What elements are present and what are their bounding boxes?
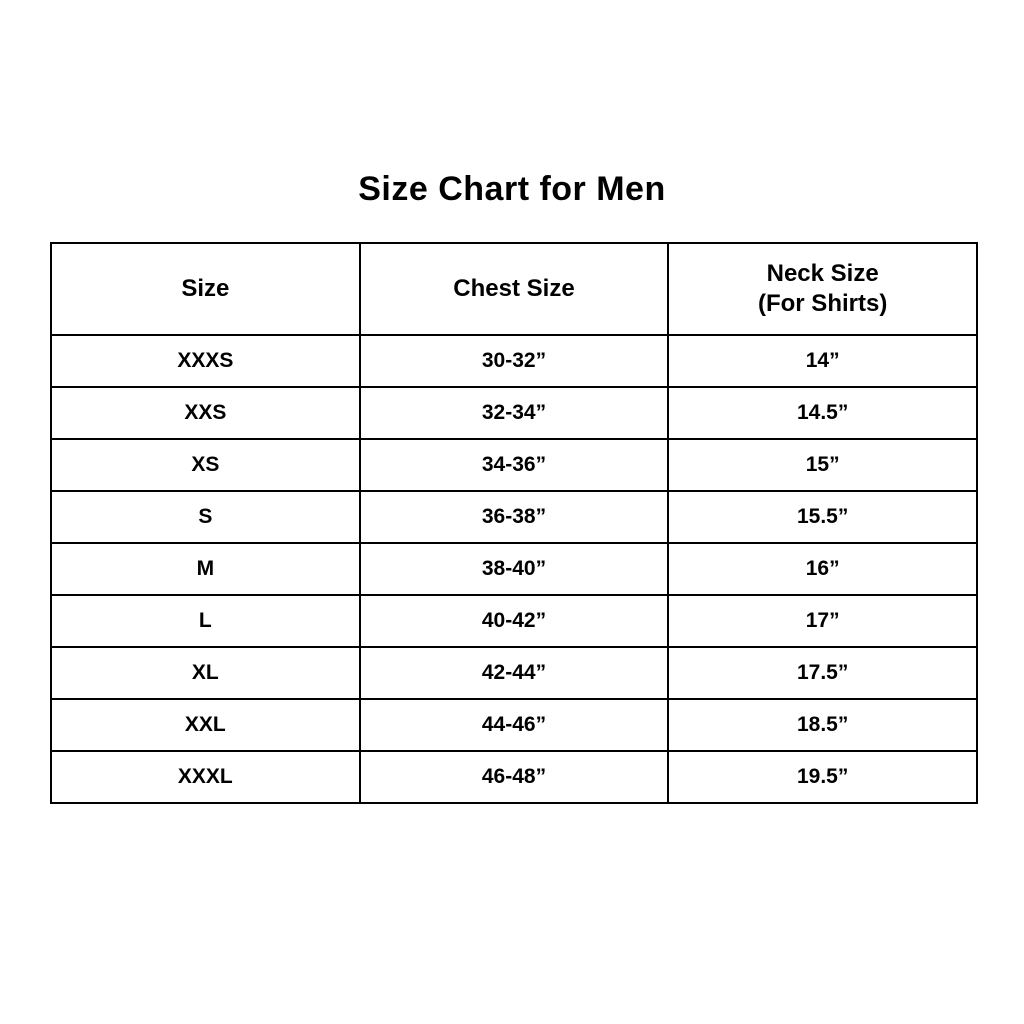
table-row: XS 34-36” 15” [50,438,978,492]
table-header: Size Chest Size Neck Size (For Shirts) [50,242,978,336]
table-row: XXL 44-46” 18.5” [50,698,978,752]
cell-size: L [50,594,361,648]
cell-chest: 42-44” [358,646,670,700]
cell-neck: 16” [667,542,978,596]
column-header-neck-size: Neck Size (For Shirts) [667,242,978,336]
cell-chest: 36-38” [358,490,670,544]
table-body: XXXS 30-32” 14” XXS 32-34” 14.5” XS 34-3… [50,334,978,804]
cell-size: XXS [50,386,361,440]
table-row: XXXL 46-48” 19.5” [50,750,978,804]
column-header-chest-size: Chest Size [358,242,670,336]
cell-neck: 18.5” [667,698,978,752]
cell-neck: 15” [667,438,978,492]
cell-chest: 32-34” [358,386,670,440]
cell-chest: 46-48” [358,750,670,804]
cell-neck: 17.5” [667,646,978,700]
cell-size: XXXL [50,750,361,804]
page-title: Size Chart for Men [358,170,666,208]
cell-size: XL [50,646,361,700]
table-row: L 40-42” 17” [50,594,978,648]
table-row: M 38-40” 16” [50,542,978,596]
cell-neck: 14” [667,334,978,388]
cell-neck: 15.5” [667,490,978,544]
header-row: Size Chest Size Neck Size (For Shirts) [50,242,978,336]
table-row: S 36-38” 15.5” [50,490,978,544]
cell-chest: 40-42” [358,594,670,648]
cell-size: XXXS [50,334,361,388]
cell-size: S [50,490,361,544]
cell-neck: 14.5” [667,386,978,440]
cell-neck: 19.5” [667,750,978,804]
size-table: Size Chest Size Neck Size (For Shirts) X… [50,242,978,804]
cell-size: M [50,542,361,596]
column-header-size: Size [50,242,361,336]
column-header-label: Neck Size [766,260,879,287]
table-row: XXS 32-34” 14.5” [50,386,978,440]
cell-chest: 38-40” [358,542,670,596]
table-row: XXXS 30-32” 14” [50,334,978,388]
cell-size: XXL [50,698,361,752]
column-header-label: Size [181,275,230,302]
table-row: XL 42-44” 17.5” [50,646,978,700]
cell-chest: 44-46” [358,698,670,752]
column-header-label: Chest Size [453,275,575,302]
cell-chest: 34-36” [358,438,670,492]
cell-neck: 17” [667,594,978,648]
cell-chest: 30-32” [358,334,670,388]
cell-size: XS [50,438,361,492]
column-header-sublabel: (For Shirts) [757,290,888,317]
